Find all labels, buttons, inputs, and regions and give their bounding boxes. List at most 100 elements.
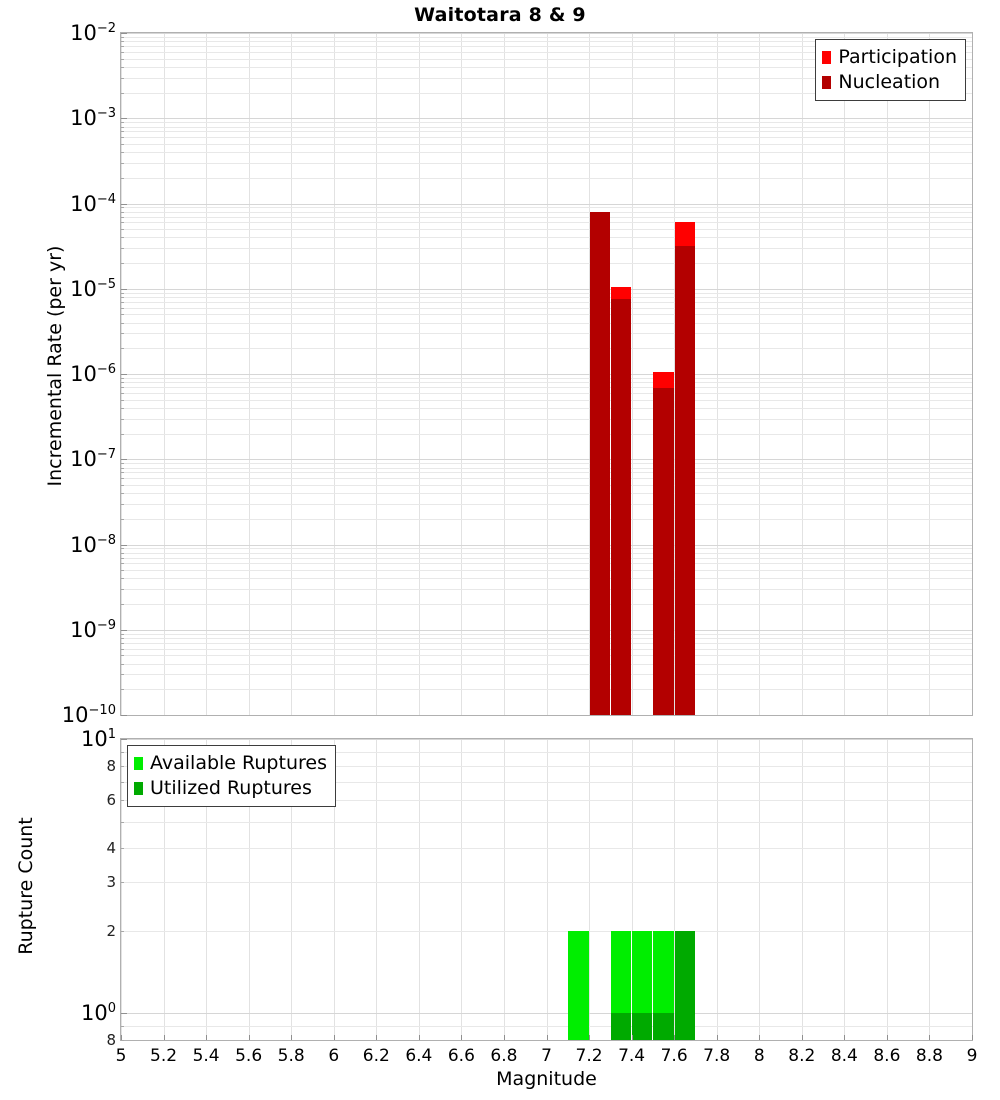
y-gridline bbox=[121, 633, 972, 635]
incremental-rate-legend: Participation Nucleation bbox=[815, 39, 966, 101]
x-tick-label: 7 bbox=[541, 1046, 552, 1066]
y-gridline bbox=[121, 930, 972, 932]
legend-swatch-icon bbox=[134, 782, 143, 795]
y-tickmark bbox=[121, 288, 127, 290]
x-tick-label: 6.6 bbox=[447, 1046, 475, 1066]
y-gridline bbox=[121, 211, 972, 213]
y-gridline bbox=[121, 407, 972, 409]
y-tickmark bbox=[121, 739, 127, 740]
x-tickmark bbox=[291, 1035, 293, 1040]
y-tickmark bbox=[121, 137, 124, 139]
x-gridline bbox=[291, 739, 293, 1040]
y-tickmark bbox=[121, 1025, 124, 1027]
y-tickmark bbox=[121, 126, 124, 128]
y-gridline bbox=[121, 177, 972, 179]
x-tickmark bbox=[461, 1035, 463, 1040]
y-gridline bbox=[121, 472, 972, 474]
y-tick-label-minor: 3 bbox=[106, 873, 116, 892]
y-gridline bbox=[121, 126, 972, 128]
y-tickmark bbox=[121, 642, 124, 644]
y-tick-label: 10−8 bbox=[70, 532, 116, 557]
x-tick-label: 6.8 bbox=[490, 1046, 518, 1066]
y-tickmark bbox=[121, 689, 124, 691]
legend-label: Utilized Ruptures bbox=[150, 777, 312, 799]
y-tick-label: 100 bbox=[80, 1001, 116, 1026]
x-tick-label: 8.8 bbox=[915, 1046, 943, 1066]
rupture-count-plot-area bbox=[121, 739, 972, 1040]
x-tickmark bbox=[972, 1035, 973, 1040]
y-gridline bbox=[121, 288, 972, 290]
y-tick-label: 10−10 bbox=[61, 703, 116, 727]
x-gridline bbox=[546, 739, 548, 1040]
y-tickmark bbox=[121, 882, 124, 884]
x-gridline bbox=[674, 739, 676, 1040]
available-ruptures-bar bbox=[632, 930, 653, 1040]
y-tick-label-minor: 4 bbox=[106, 839, 116, 858]
x-tickmark bbox=[844, 1035, 846, 1040]
y-gridline bbox=[121, 203, 972, 205]
rupture-count-axes: Available Ruptures Utilized Ruptures 5 5.2… bbox=[81, 727, 977, 1066]
y-gridline bbox=[121, 292, 972, 294]
y-gridline bbox=[121, 122, 972, 124]
y-tickmark bbox=[121, 629, 127, 631]
x-tickmark bbox=[248, 1035, 250, 1040]
y-gridline bbox=[121, 382, 972, 384]
y-gridline bbox=[121, 143, 972, 145]
y-gridline bbox=[121, 739, 972, 740]
x-tick-label: 7.2 bbox=[575, 1046, 603, 1066]
y-gridline bbox=[121, 377, 972, 379]
y-gridline bbox=[121, 222, 972, 224]
y-tickmark bbox=[121, 799, 124, 801]
y-gridline bbox=[121, 433, 972, 435]
y-tickmark bbox=[121, 382, 124, 384]
y-tickmark bbox=[121, 578, 124, 580]
rupture-count-ylabel: Rupture Count bbox=[15, 817, 37, 955]
x-tick-label: 8 bbox=[753, 1046, 765, 1066]
y-gridline bbox=[121, 36, 972, 38]
rupture-count-legend: Available Ruptures Utilized Ruptures bbox=[127, 745, 336, 807]
y-gridline bbox=[121, 459, 972, 461]
y-gridline bbox=[121, 821, 972, 823]
x-tick-label: 7.8 bbox=[703, 1046, 731, 1066]
x-gridline bbox=[206, 739, 208, 1040]
y-gridline bbox=[121, 216, 972, 218]
y-gridline bbox=[121, 399, 972, 401]
x-tick-label: 7.4 bbox=[618, 1046, 646, 1066]
y-gridline bbox=[121, 848, 972, 850]
x-tick-label: 8.4 bbox=[830, 1046, 858, 1066]
y-gridline bbox=[121, 374, 972, 375]
y-tickmark bbox=[121, 478, 124, 480]
y-gridline bbox=[121, 51, 972, 53]
y-tickmark bbox=[121, 638, 124, 639]
x-gridline bbox=[801, 739, 803, 1040]
y-tickmark bbox=[121, 407, 124, 409]
y-gridline bbox=[121, 58, 972, 60]
x-tickmark bbox=[546, 1035, 548, 1040]
y-gridline bbox=[121, 1013, 972, 1015]
legend-swatch-icon bbox=[134, 757, 143, 770]
y-gridline bbox=[121, 484, 972, 486]
y-gridline bbox=[121, 578, 972, 580]
nucleation-bar bbox=[674, 245, 695, 715]
y-tickmark bbox=[121, 297, 124, 298]
y-tickmark bbox=[121, 472, 124, 474]
y-tickmark bbox=[121, 765, 124, 767]
y-gridline bbox=[121, 348, 972, 350]
x-tick-label: 6 bbox=[328, 1046, 340, 1066]
y-tickmark bbox=[121, 463, 124, 465]
legend-swatch-icon bbox=[822, 51, 832, 64]
y-tickmark bbox=[121, 751, 124, 753]
x-gridline bbox=[333, 739, 335, 1040]
legend-label: Participation bbox=[838, 46, 957, 68]
y-tickmark bbox=[121, 821, 124, 823]
y-gridline bbox=[121, 297, 972, 298]
y-tickmark bbox=[121, 433, 124, 435]
y-gridline bbox=[121, 152, 972, 154]
y-tick-label: 10−3 bbox=[70, 106, 116, 131]
x-gridline bbox=[589, 739, 591, 1040]
y-gridline bbox=[121, 548, 972, 550]
y-gridline bbox=[121, 557, 972, 559]
y-tickmark bbox=[121, 493, 124, 495]
x-tickmark bbox=[376, 1035, 378, 1040]
